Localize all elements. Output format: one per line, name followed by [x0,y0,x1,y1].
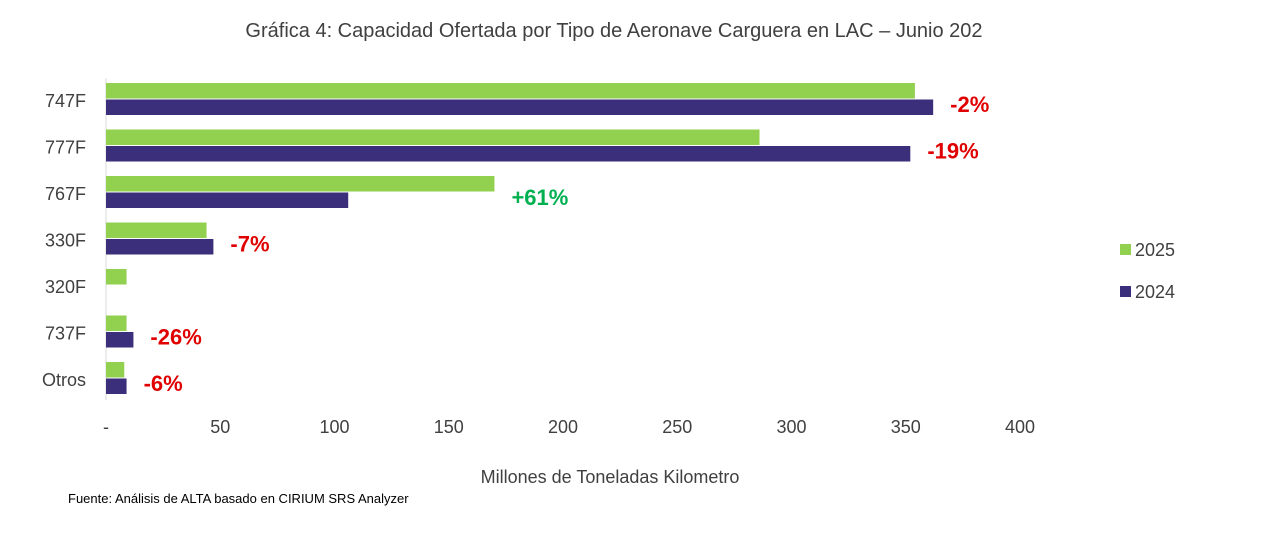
bar-2025-767f [106,176,495,192]
data-label-737f: -26% [150,325,201,350]
y-tick-label-767f: 767F [45,184,86,204]
bar-2024-777f [106,146,911,162]
y-tick-label-747f: 747F [45,91,86,111]
legend-swatch-2024 [1120,286,1131,297]
y-tick-label-737f: 737F [45,324,86,344]
chart-title: Gráfica 4: Capacidad Ofertada por Tipo d… [245,20,983,42]
x-tick-label-8: 400 [1005,417,1035,437]
bar-2025-737f [106,315,127,331]
y-tick-label-777f: 777F [45,138,86,158]
x-tick-label-3: 150 [434,417,464,437]
data-label-767f: +61% [511,185,568,210]
bar-2025-330f [106,222,207,238]
legend-swatch-2025 [1120,244,1131,255]
x-tick-label-6: 300 [776,417,806,437]
legend-label-2024: 2024 [1135,282,1175,302]
x-tick-label-0: - [103,417,109,437]
y-tick-label-320f: 320F [45,277,86,297]
x-tick-label-7: 350 [891,417,921,437]
bar-2024-737f [106,332,134,348]
data-label-330f: -7% [230,232,269,257]
bar-2024-767f [106,192,349,208]
bar-2025-777f [106,129,760,145]
data-label-777f: -19% [927,139,978,164]
bar-2024-otros [106,378,127,394]
y-tick-label-330f: 330F [45,231,86,251]
legend-label-2025: 2025 [1135,240,1175,260]
data-label-747f: -2% [950,92,989,117]
data-label-otros: -6% [144,371,183,396]
bar-2024-747f [106,99,934,115]
x-tick-label-5: 250 [662,417,692,437]
chart-footnote: Fuente: Análisis de ALTA basado en CIRIU… [68,491,409,506]
y-tick-label-otros: Otros [42,370,86,390]
x-tick-label-2: 100 [319,417,349,437]
bar-2025-otros [106,362,125,378]
x-tick-label-4: 200 [548,417,578,437]
x-tick-label-1: 50 [210,417,230,437]
bar-2025-320f [106,269,127,285]
x-axis-title: Millones de Toneladas Kilometro [481,467,740,487]
bar-2024-330f [106,239,214,255]
bar-2025-747f [106,83,915,99]
